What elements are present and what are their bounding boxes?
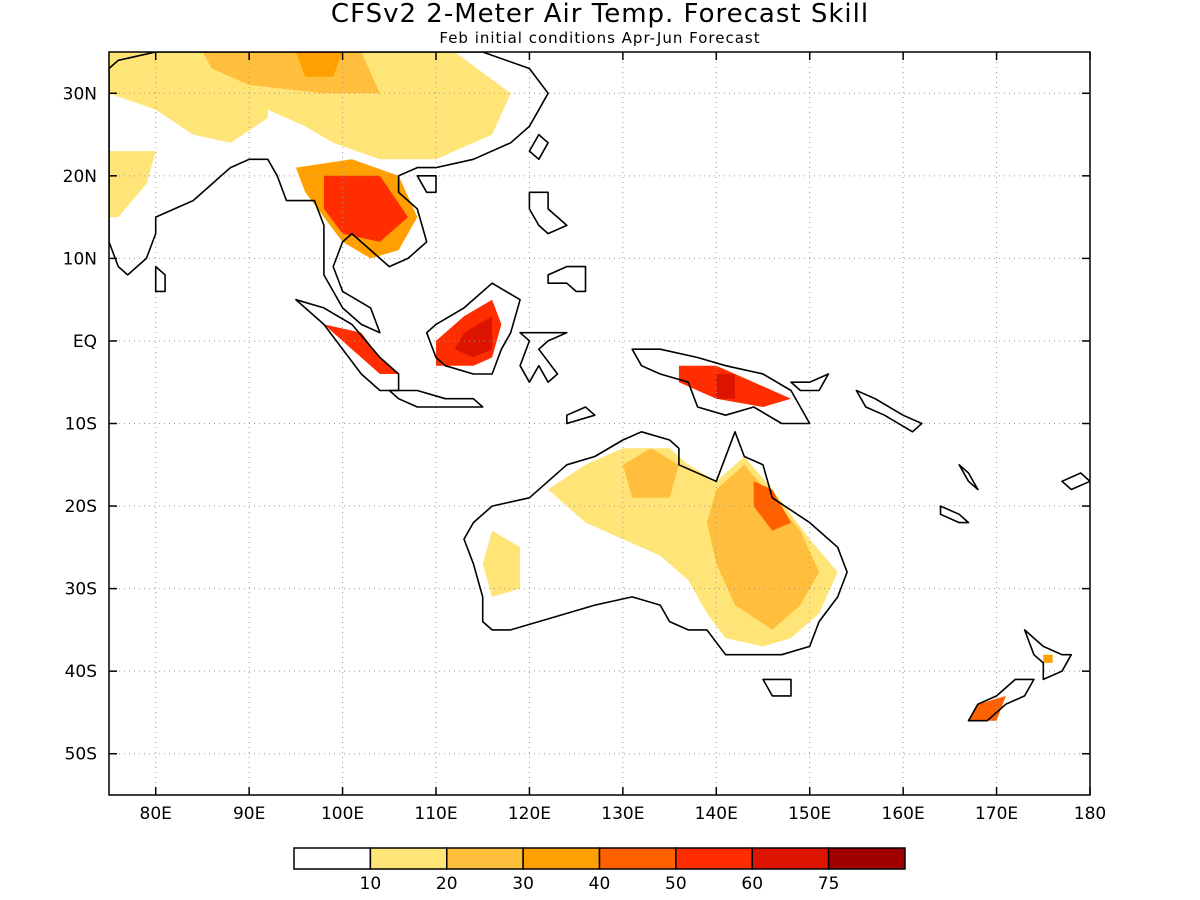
lon-tick-label: 180 xyxy=(1074,804,1106,824)
skill-region-borneo-core xyxy=(454,316,493,358)
colorbar-swatch xyxy=(751,847,830,870)
lat-tick-label: 10N xyxy=(63,249,97,269)
coastline-vanuatu xyxy=(958,463,979,491)
lon-tick-label: 120E xyxy=(508,804,551,824)
colorbar-swatch xyxy=(446,847,524,870)
coastline-new-caledonia xyxy=(939,505,970,524)
coastline-hainan xyxy=(416,175,437,194)
colorbar-label: 75 xyxy=(818,874,840,894)
lat-tick-label: 20S xyxy=(65,497,97,517)
skill-region-india-west xyxy=(109,151,156,218)
colorbar-label: 40 xyxy=(589,874,611,894)
colorbar-swatch xyxy=(827,847,906,870)
coastline-new-britain xyxy=(790,373,830,392)
lon-tick-label: 80E xyxy=(140,804,172,824)
lat-tick-label: 30N xyxy=(63,84,97,104)
gridlines xyxy=(109,52,1090,795)
coastline-timor xyxy=(565,406,596,425)
colorbar-swatch xyxy=(293,847,372,870)
lat-tick-label: 20N xyxy=(63,167,97,187)
colorbar: 10 20 30 40 50 60 75 xyxy=(293,847,906,894)
lon-tick-label: 90E xyxy=(233,804,265,824)
coastline-philippines-luzon xyxy=(528,191,568,235)
skill-region-new-guinea-core xyxy=(716,374,735,399)
skill-region-indochina-core xyxy=(323,175,408,242)
lon-tick-label: 110E xyxy=(414,804,457,824)
coastline-borneo xyxy=(425,282,521,375)
colorbar-swatch xyxy=(675,847,753,870)
skill-shading-layer xyxy=(109,52,1053,721)
lon-tick-label: 140E xyxy=(695,804,738,824)
coastline-nz-south xyxy=(967,678,1035,722)
coastline-philippines-mindanao xyxy=(547,265,587,293)
colorbar-label: 50 xyxy=(665,874,687,894)
coastlines-layer xyxy=(109,52,1090,722)
coastline-sri-lanka xyxy=(154,265,166,293)
chart-subtitle: Feb initial conditions Apr-Jun Forecast xyxy=(439,29,761,47)
lat-tick-label: 40S xyxy=(65,662,97,682)
coastline-fiji xyxy=(1061,472,1090,491)
colorbar-label: 10 xyxy=(360,874,382,894)
lon-tick-label: 100E xyxy=(321,804,364,824)
skill-region-nz-north xyxy=(1043,654,1053,663)
colorbar-label: 60 xyxy=(741,874,763,894)
skill-region-sumatra xyxy=(323,324,399,374)
coastline-new-guinea xyxy=(631,348,811,425)
colorbar-label: 30 xyxy=(512,874,534,894)
coastline-asia-mainland xyxy=(109,52,549,334)
lat-tick-label: EQ xyxy=(73,332,97,352)
colorbar-swatch xyxy=(522,847,601,870)
coastline-australia xyxy=(463,430,848,656)
axis-ticks: 30N 20N 10N EQ 10S 20S 30S 40S 50S 80E 90E 100E 110E… xyxy=(63,52,1106,824)
coastline-taiwan xyxy=(528,133,549,161)
lat-tick-label: 10S xyxy=(65,415,97,435)
lon-tick-label: 170E xyxy=(975,804,1018,824)
coastline-tasmania xyxy=(762,678,792,697)
skill-region-tibet-warm xyxy=(295,52,343,77)
lat-tick-label: 30S xyxy=(65,580,97,600)
chart-title: CFSv2 2-Meter Air Temp. Forecast Skill xyxy=(330,0,870,29)
lon-tick-label: 160E xyxy=(882,804,925,824)
skill-region-qld-hot xyxy=(753,481,791,531)
coastline-sumatra xyxy=(295,298,400,392)
lon-tick-label: 130E xyxy=(601,804,644,824)
colorbar-label: 20 xyxy=(436,874,458,894)
lat-tick-label: 50S xyxy=(65,745,97,765)
colorbar-swatch xyxy=(598,847,677,870)
coastline-nz-north xyxy=(1023,629,1073,681)
skill-region-aus-west xyxy=(482,530,521,597)
lon-tick-label: 150E xyxy=(788,804,831,824)
coastline-solomons xyxy=(855,389,923,433)
coastline-sulawesi xyxy=(519,331,568,384)
colorbar-swatch xyxy=(369,847,448,870)
coastline-java xyxy=(388,389,484,408)
skill-region-australia-warm xyxy=(622,448,679,498)
